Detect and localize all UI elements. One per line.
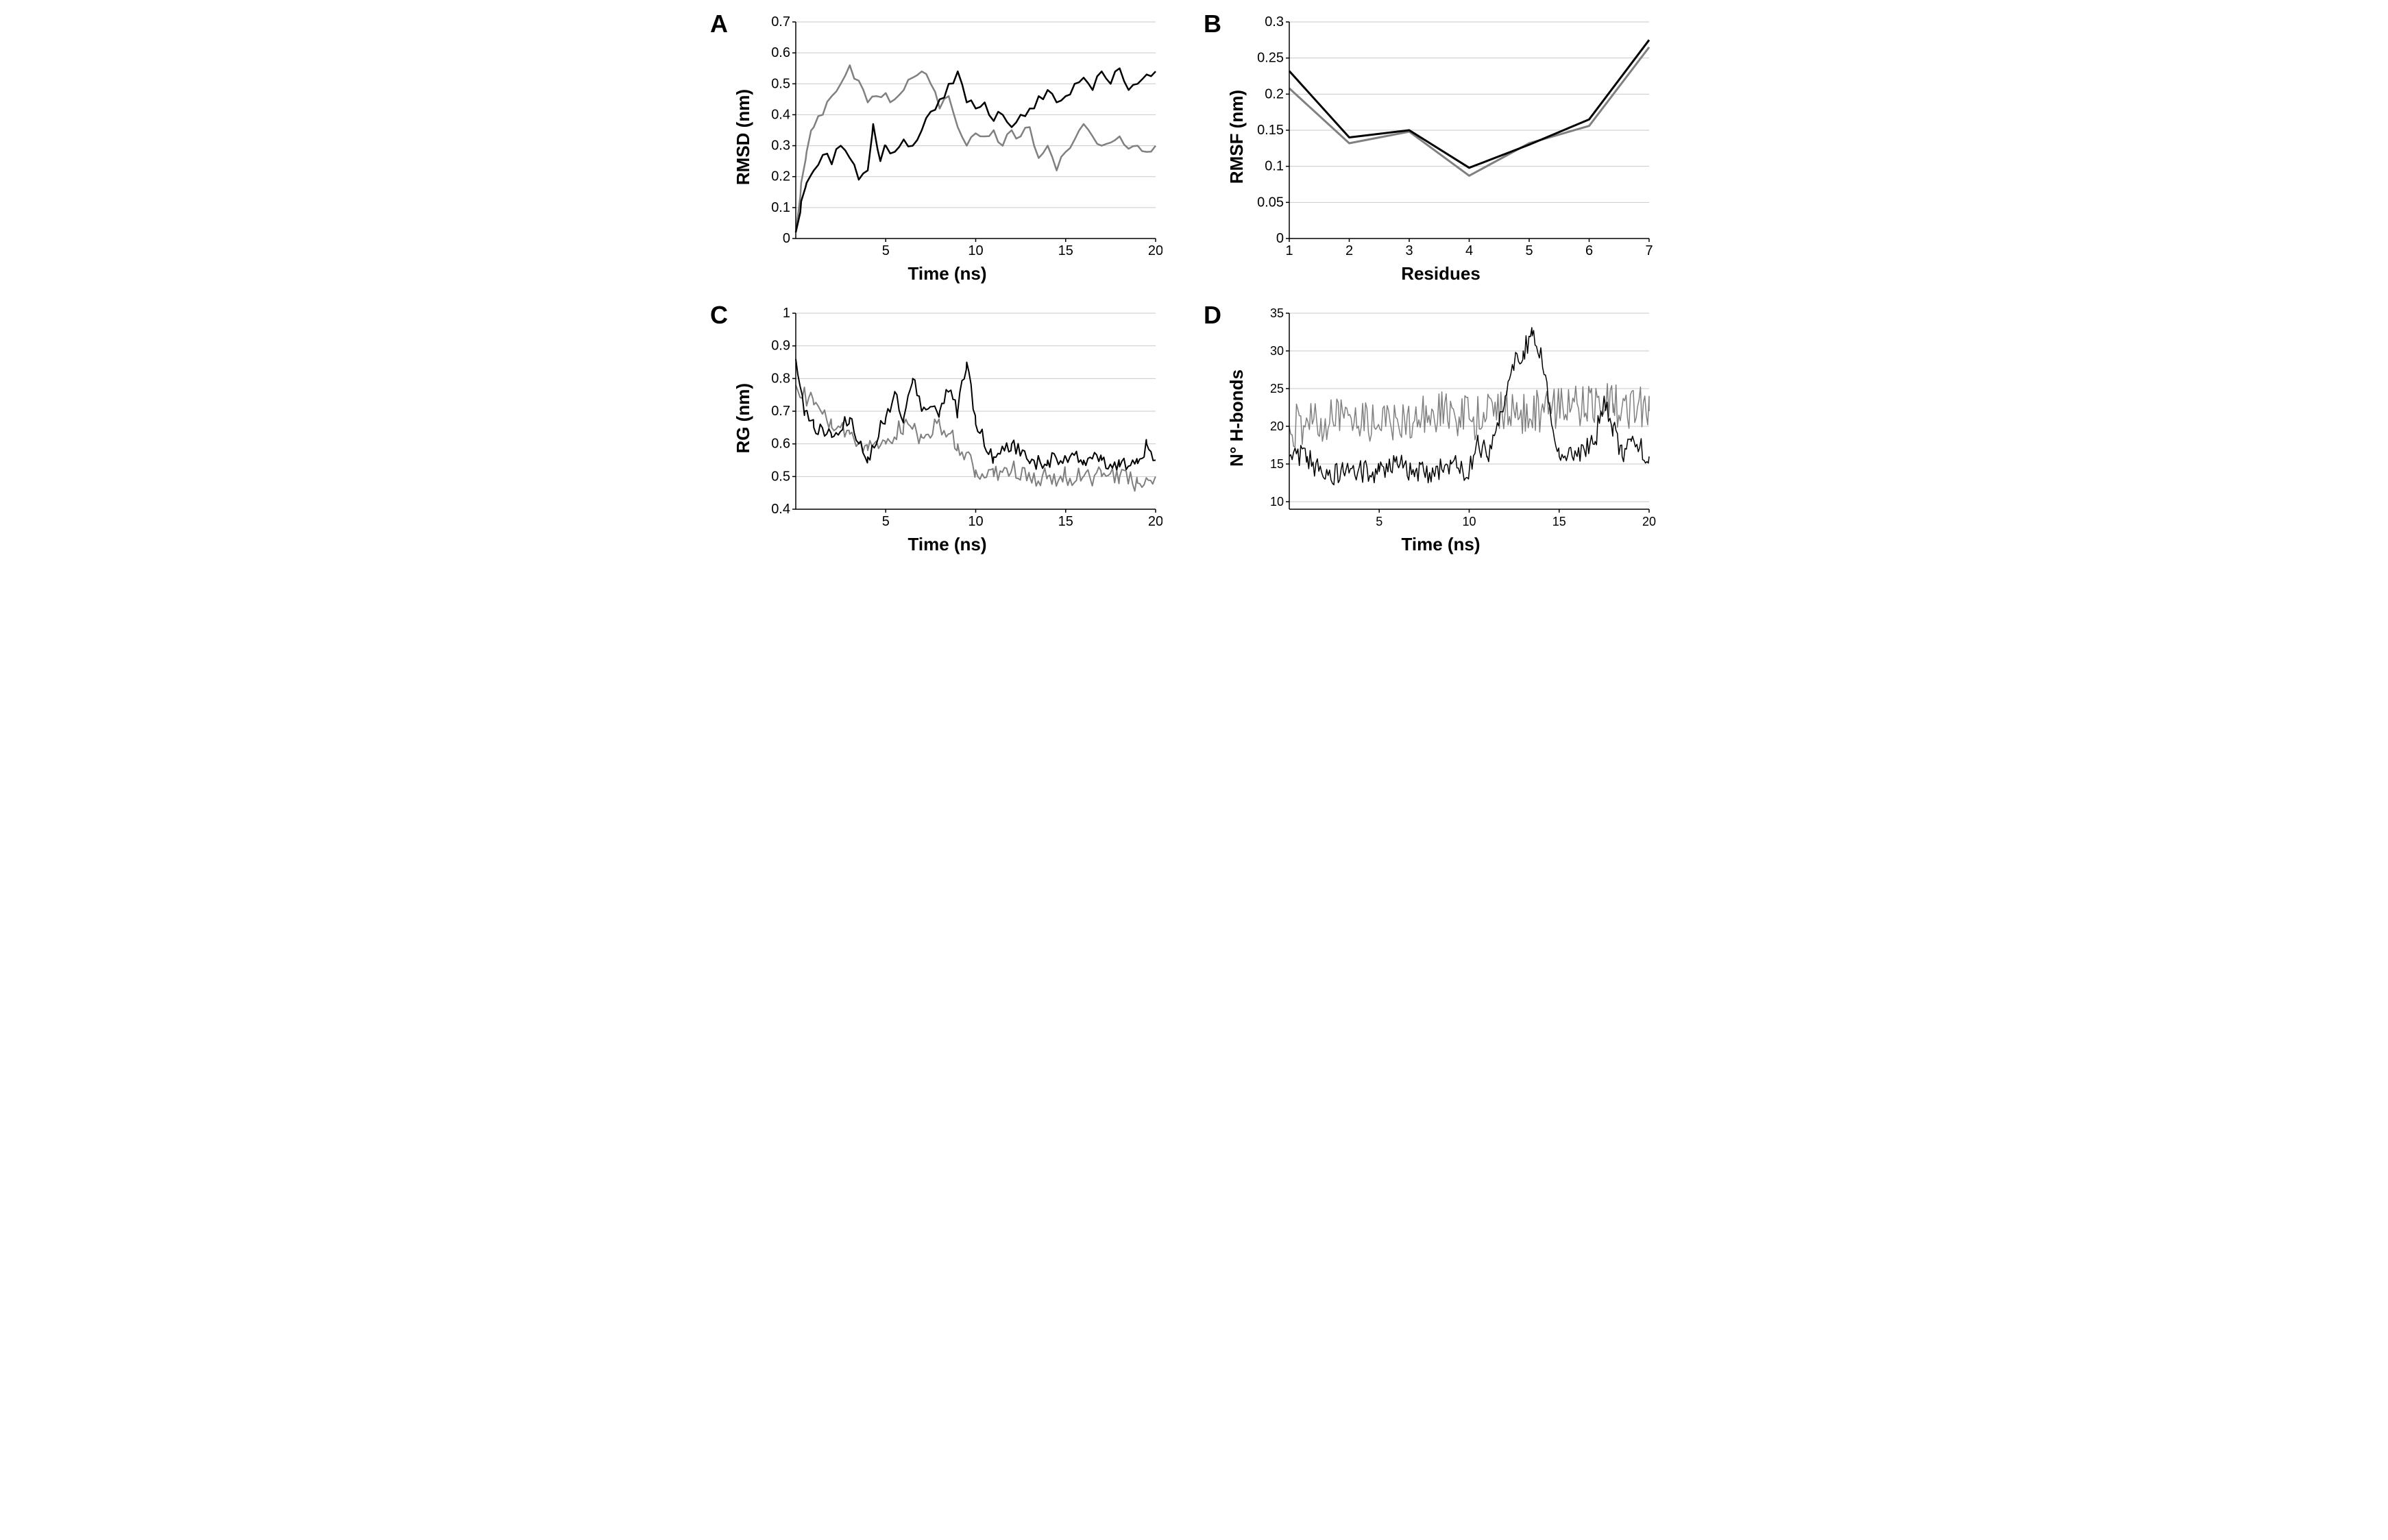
xlabel-d: Time (ns) — [1401, 534, 1480, 555]
svg-text:4: 4 — [1465, 243, 1472, 258]
plot-d: N° H-bonds 10 15 20 25 30 35 5 10 15 20 Time (ns) — [1208, 305, 1674, 555]
svg-text:10: 10 — [1269, 495, 1283, 509]
panel-label-c: C — [710, 301, 728, 330]
svg-text:0.25: 0.25 — [1257, 51, 1284, 66]
svg-text:0.5: 0.5 — [771, 469, 790, 484]
svg-text:20: 20 — [1269, 419, 1283, 433]
svg-text:5: 5 — [1525, 243, 1533, 258]
svg-text:15: 15 — [1269, 457, 1283, 471]
svg-text:20: 20 — [1147, 514, 1162, 529]
xlabel-a: Time (ns) — [907, 263, 986, 284]
svg-text:2: 2 — [1345, 243, 1352, 258]
svg-text:1: 1 — [782, 306, 790, 321]
svg-text:0.2: 0.2 — [1265, 86, 1284, 101]
panel-d: D N° H-bonds 1015202530355101520 Time (n… — [1208, 305, 1674, 576]
svg-text:0.4: 0.4 — [771, 502, 790, 517]
chart-svg-c: 0.40.50.60.70.80.915101520 — [758, 305, 1162, 531]
ylabel-b: RMSF (nm) — [1226, 90, 1247, 184]
svg-text:15: 15 — [1058, 514, 1073, 529]
svg-text:6: 6 — [1585, 243, 1592, 258]
panel-a: A RMSD (nm) 00.10.20.30.40.50.60.7510152… — [714, 14, 1180, 284]
svg-text:0.8: 0.8 — [771, 371, 790, 386]
svg-text:0.6: 0.6 — [771, 45, 790, 60]
chart-svg-a: 0 0.1 0.2 0.3 0.4 0.5 0.6 0.7 5 10 15 20 — [758, 14, 1162, 260]
panel-label-b: B — [1204, 10, 1221, 38]
svg-text:20: 20 — [1642, 515, 1655, 528]
svg-text:5: 5 — [881, 514, 889, 529]
svg-text:10: 10 — [1462, 515, 1476, 528]
ylabel-a: RMSD (nm) — [733, 89, 754, 185]
svg-text:0.7: 0.7 — [771, 404, 790, 419]
figure-grid: A RMSD (nm) 00.10.20.30.40.50.60.7510152… — [714, 14, 1674, 576]
svg-text:7: 7 — [1645, 243, 1653, 258]
panel-label-d: D — [1204, 301, 1221, 330]
svg-text:1: 1 — [1285, 243, 1293, 258]
svg-text:30: 30 — [1269, 344, 1283, 358]
svg-text:15: 15 — [1552, 515, 1565, 528]
ylabel-c: RG (nm) — [733, 383, 754, 454]
panel-label-a: A — [710, 10, 728, 38]
xlabel-c: Time (ns) — [907, 534, 986, 555]
chart-svg-d: 10 15 20 25 30 35 5 10 15 20 — [1252, 305, 1656, 531]
xlabel-b: Residues — [1401, 263, 1481, 284]
svg-text:20: 20 — [1147, 243, 1162, 258]
svg-text:5: 5 — [881, 243, 889, 258]
svg-text:0.4: 0.4 — [771, 107, 790, 122]
svg-text:0.3: 0.3 — [1265, 14, 1284, 29]
svg-text:0: 0 — [782, 231, 790, 246]
plot-a: RMSD (nm) 00.10.20.30.40.50.60.75101520 … — [714, 14, 1180, 284]
svg-text:0.9: 0.9 — [771, 339, 790, 354]
svg-text:10: 10 — [968, 514, 983, 529]
svg-text:0.1: 0.1 — [1265, 159, 1284, 174]
svg-text:25: 25 — [1269, 382, 1283, 395]
plot-b: RMSF (nm) 00.050.10.150.20.250.31234567 … — [1208, 14, 1674, 284]
svg-text:0.6: 0.6 — [771, 437, 790, 452]
svg-text:0.7: 0.7 — [771, 14, 790, 29]
ylabel-d: N° H-bonds — [1226, 369, 1247, 467]
svg-text:0.1: 0.1 — [771, 200, 790, 215]
panel-b: B RMSF (nm) 00.050.10.150.20.250.3123456… — [1208, 14, 1674, 284]
svg-text:15: 15 — [1058, 243, 1073, 258]
svg-text:35: 35 — [1269, 306, 1283, 320]
svg-text:0.15: 0.15 — [1257, 123, 1284, 138]
svg-text:0: 0 — [1276, 231, 1283, 246]
svg-text:3: 3 — [1405, 243, 1413, 258]
svg-text:10: 10 — [968, 243, 983, 258]
svg-text:0.5: 0.5 — [771, 76, 790, 91]
svg-text:0.3: 0.3 — [771, 138, 790, 154]
panel-c: C RG (nm) 0.40.50.60.70.80.915101520 Tim… — [714, 305, 1180, 576]
svg-text:5: 5 — [1376, 515, 1382, 528]
svg-text:0.05: 0.05 — [1257, 195, 1284, 210]
chart-svg-b: 0 0.05 0.1 0.15 0.2 0.25 0.3 1 2 3 4 5 6 7 — [1252, 14, 1656, 260]
svg-text:0.2: 0.2 — [771, 169, 790, 184]
plot-c: RG (nm) 0.40.50.60.70.80.915101520 Time … — [714, 305, 1180, 555]
